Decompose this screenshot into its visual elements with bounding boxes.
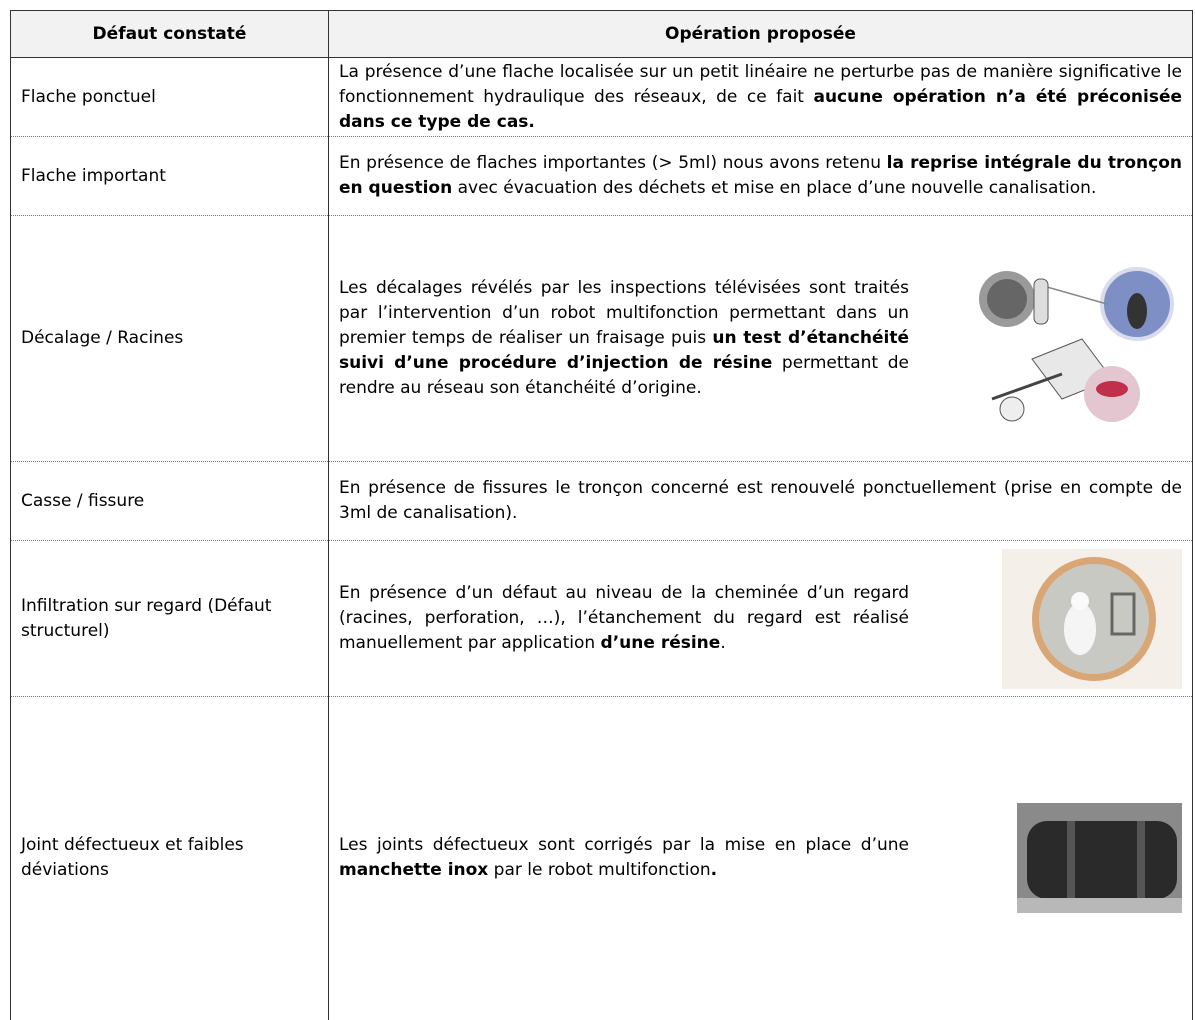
defect: Joint défectueux et faibles déviations xyxy=(10,696,329,1020)
text: En présence d’un défaut au niveau de la … xyxy=(339,583,909,653)
header-cell: Défaut constaté xyxy=(10,10,329,58)
defect: Flache ponctuel xyxy=(10,57,329,137)
header-cell: Opération proposée xyxy=(328,10,1193,58)
row: Décalage / Racines Les décalages révélés… xyxy=(10,215,1193,462)
operation: En présence de flaches importantes (> 5m… xyxy=(339,151,1182,201)
text: La présence d’une flache localisée sur u… xyxy=(339,61,1182,107)
operation: Les joints défectueux sont corrigés par … xyxy=(339,833,909,883)
text: En présence de fissures le tronçon conce… xyxy=(339,478,1182,523)
text: Les décalages révélés par les inspection… xyxy=(339,278,909,348)
text-bold: un test d’étanchéité suivi d’une procédu… xyxy=(339,328,909,373)
text: par le robot multifonction xyxy=(488,860,711,881)
row: Flache ponctuel La présence d’une flache… xyxy=(10,57,1193,137)
operation: En présence de fissures le tronçon conce… xyxy=(339,476,1182,526)
row: Flache important En présence de flaches … xyxy=(10,136,1193,216)
defect-table: Défaut constaté Opération proposée Flach… xyxy=(10,10,1193,1020)
text: avec évacuation des déchets et mise en p… xyxy=(452,178,1097,198)
row: Infiltration sur regard (Défaut structur… xyxy=(10,540,1193,697)
operation: En présence d’un défaut au niveau de la … xyxy=(339,581,909,656)
manhole-image xyxy=(1002,548,1182,689)
robot-image xyxy=(979,266,1174,422)
defect: Infiltration sur regard (Défaut structur… xyxy=(10,540,329,697)
text: . xyxy=(720,633,726,653)
text: Les joints défectueux sont corrigés par … xyxy=(339,835,909,856)
text-bold: . xyxy=(710,860,718,881)
row: Casse / fissure En présence de fissures … xyxy=(10,461,1193,541)
text: En présence de flaches importantes (> 5m… xyxy=(339,153,887,173)
text-bold: d’une résine xyxy=(600,633,721,653)
operation: Les décalages révélés par les inspection… xyxy=(339,276,909,401)
text: permettant de rendre au réseau son étanc… xyxy=(339,353,909,398)
defect: Flache important xyxy=(10,136,329,216)
sleeve-image xyxy=(1017,803,1182,914)
operation: La présence d’une flache localisée sur u… xyxy=(339,60,1182,135)
defect: Casse / fissure xyxy=(10,461,329,541)
defect: Décalage / Racines xyxy=(10,215,329,462)
text-bold: aucune opération n’a été préconisée dans… xyxy=(339,86,1182,132)
text-bold: manchette inox xyxy=(339,860,489,881)
row: Joint défectueux et faibles déviations L… xyxy=(10,696,1193,1020)
header-row: Défaut constaté Opération proposée xyxy=(10,10,1193,58)
text-bold: la reprise intégrale du tronçon en quest… xyxy=(339,153,1182,198)
